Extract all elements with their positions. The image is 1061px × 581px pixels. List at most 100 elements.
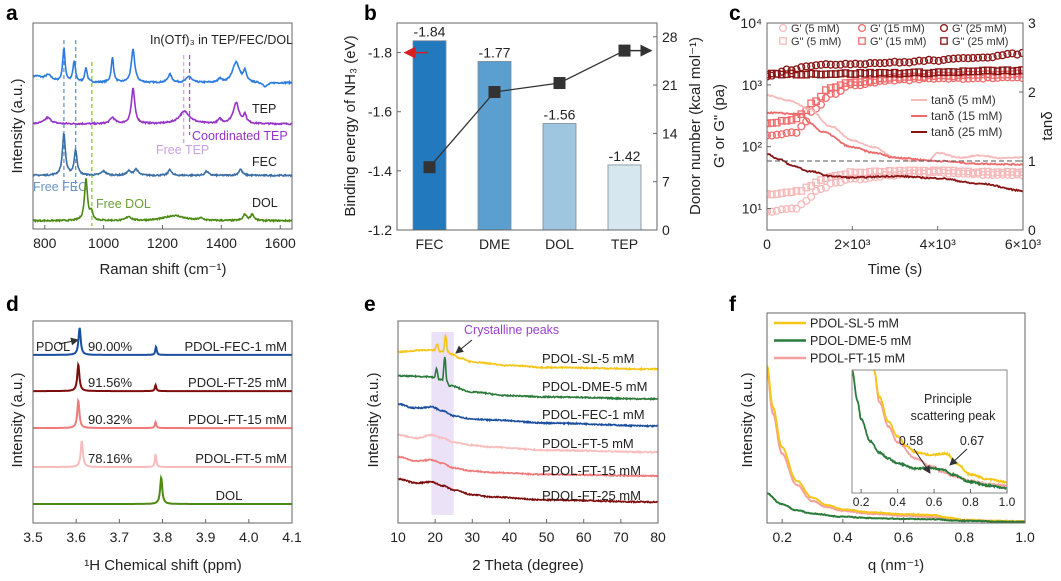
bar-tep xyxy=(607,164,642,231)
marker-circle xyxy=(910,57,919,66)
series-label: DOL xyxy=(216,488,243,503)
marker-square xyxy=(920,166,928,175)
x-tick-label: 0.6 xyxy=(894,529,914,545)
panel-b-binding-energy: b Binding energy of NH₃ (eV) Donor numbe… xyxy=(342,2,704,252)
marker-circle xyxy=(905,58,914,67)
tan-line-tan-25-mm xyxy=(767,153,1023,193)
marker-square xyxy=(949,166,958,175)
conversion-label: 90.00% xyxy=(88,339,133,354)
marker-circle xyxy=(964,54,973,63)
x-tick-label: 0.2 xyxy=(772,529,792,545)
legend-label: PDOL-FT-15 mM xyxy=(810,352,905,366)
series-group xyxy=(767,365,1025,523)
marker-circle xyxy=(870,59,879,68)
marker-square xyxy=(969,168,977,177)
marker-square xyxy=(905,69,914,77)
marker-square xyxy=(983,66,992,75)
inset-peak-label-067: 0.67 xyxy=(960,434,984,448)
x-tick-label: 1.0 xyxy=(999,495,1016,509)
marker-circle xyxy=(792,65,801,74)
marker-square xyxy=(871,69,879,78)
marker-square xyxy=(876,74,884,83)
series-label: PDOL-SL-5 mM xyxy=(542,351,634,366)
x-axis-label: 2 Theta (degree) xyxy=(472,557,583,574)
arrow-pdol xyxy=(58,337,79,346)
marker-circle xyxy=(836,60,845,69)
panel-a-raman: a Intensity (a.u.) Raman shift (cm⁻¹) In… xyxy=(6,2,296,278)
legend-label: G" (25 mM) xyxy=(952,36,1008,48)
x-tick-label: DOL xyxy=(545,236,574,252)
marker-square xyxy=(880,74,889,83)
marker-circle xyxy=(826,60,835,69)
series-label: PDOL-FT-25 mM xyxy=(188,375,287,390)
x-tick-label: 40 xyxy=(502,529,518,545)
y-tick-label: 10¹ xyxy=(742,201,763,217)
x-tick-label: 2×10³ xyxy=(834,236,871,252)
marker-square xyxy=(885,73,894,82)
y2-tick-label: 3 xyxy=(1028,15,1036,31)
marker-square xyxy=(890,167,899,176)
marker-circle xyxy=(949,54,958,63)
y-tick-label: -1.2 xyxy=(368,222,392,238)
marker-circle xyxy=(792,128,801,137)
x-tick-label: 0.4 xyxy=(833,529,853,545)
marker-square xyxy=(915,68,923,76)
x-tick-label: 80 xyxy=(650,529,666,545)
panel-letter-c: c xyxy=(729,2,741,25)
marker-circle xyxy=(797,122,806,131)
x-axis-label: Raman shift (cm⁻¹) xyxy=(99,261,226,278)
panel-e-xrd: e Intensity (a.u.) 2 Theta (degree) Crys… xyxy=(364,293,666,574)
x-tick-label: 3.5 xyxy=(23,529,43,545)
bar-fec xyxy=(412,40,447,231)
label-free-tep: Free TEP xyxy=(156,143,209,157)
marker-square xyxy=(836,69,845,78)
marker-square xyxy=(876,167,884,176)
legend-marker xyxy=(940,37,948,45)
panel-d-nmr: d Intensity (a.u.) ¹H Chemical shift (pp… xyxy=(6,293,302,574)
marker-circle xyxy=(821,93,830,103)
series-label: PDOL-FT-15 mM xyxy=(542,463,641,478)
marker-square xyxy=(988,168,997,177)
marker-square xyxy=(836,81,845,90)
series-dol xyxy=(33,178,292,224)
marker-square xyxy=(979,66,987,75)
plot-frame xyxy=(397,320,659,524)
marker-square xyxy=(998,168,1007,177)
y2-tick-label: 21 xyxy=(662,77,678,93)
marker-circle xyxy=(807,192,816,201)
series-label: PDOL-FT-15 mM xyxy=(188,412,287,427)
x-tick-label: TEP xyxy=(611,236,638,252)
x-tick-label: 6×10³ xyxy=(1005,236,1042,252)
marker-square xyxy=(851,168,860,177)
marker-circle xyxy=(919,56,929,66)
marker-circle xyxy=(821,183,830,192)
marker-square xyxy=(1018,66,1023,74)
bar-dol xyxy=(542,123,577,231)
marker-square xyxy=(831,70,840,78)
marker-square xyxy=(871,167,879,176)
y-axis-label: Intensity (a.u.) xyxy=(739,372,756,467)
marker-circle xyxy=(802,196,811,205)
marker-square xyxy=(929,68,938,77)
marker-circle xyxy=(816,184,826,194)
y-tick-label: 10² xyxy=(742,139,763,155)
marker-circle xyxy=(787,204,796,213)
x-tick-label: 50 xyxy=(539,529,555,545)
y2-tick-label: 0 xyxy=(662,222,670,238)
series-g-25-mm xyxy=(767,66,1023,79)
marker-circle xyxy=(861,60,870,69)
bar-value-label: -1.84 xyxy=(414,24,446,40)
marker-square xyxy=(812,97,820,105)
label-pdol: PDOL xyxy=(36,340,70,354)
marker-square xyxy=(974,168,982,177)
marker-square xyxy=(822,70,830,79)
marker-square xyxy=(988,66,997,75)
series-pdol-ft-25-mm xyxy=(33,361,292,393)
panel-letter-f: f xyxy=(729,293,737,316)
y-tick-label: -1.4 xyxy=(368,163,392,179)
marker-circle xyxy=(959,53,968,63)
legend-label: G' (15 mM) xyxy=(870,23,925,35)
inset-background xyxy=(852,370,1007,493)
donor-marker-dol xyxy=(553,77,566,90)
plot-frame xyxy=(766,22,1024,231)
